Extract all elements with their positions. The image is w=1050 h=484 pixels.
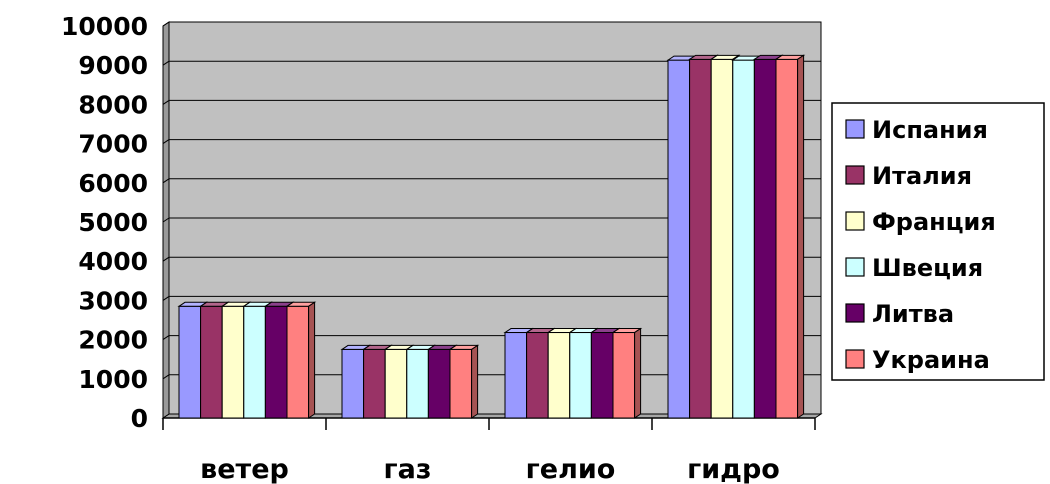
legend-entry: Испания (845, 116, 988, 144)
y-tick-label: 6000 (78, 169, 148, 198)
gridline-side (162, 256, 170, 262)
legend-label: Италия (872, 162, 972, 190)
y-tick-label: 4000 (78, 247, 148, 276)
y-tick-label: 8000 (78, 90, 148, 119)
legend-entry: Швеция (845, 254, 983, 282)
legend-label: Литва (872, 300, 954, 328)
legend-box (831, 102, 1045, 381)
bars (177, 54, 806, 419)
legend: Испания Италия Франция Швеция Литва Украина (831, 102, 1045, 381)
legend-entry: Италия (845, 162, 972, 190)
y-tick-label: 10000 (61, 12, 148, 41)
legend-label: Франция (872, 208, 996, 236)
gridline-side (162, 217, 170, 223)
y-tick-label: 7000 (78, 130, 148, 159)
bar (611, 327, 643, 419)
gridline-side (162, 335, 170, 341)
y-tick-label: 2000 (78, 326, 148, 355)
legend-swatch (845, 211, 865, 231)
legend-label: Украина (872, 346, 990, 374)
legend-swatch (845, 303, 865, 323)
gridline-side (162, 99, 170, 105)
gridline-side (162, 295, 170, 301)
gridline-side (162, 21, 170, 27)
legend-entry: Литва (845, 300, 954, 328)
gridline-side (162, 139, 170, 145)
y-tick-label: 0 (131, 404, 148, 433)
y-tick-label: 5000 (78, 208, 148, 237)
legend-swatch (845, 349, 865, 369)
y-tick-label: 9000 (78, 51, 148, 80)
legend-label: Швеция (872, 254, 983, 282)
gridline-side (162, 374, 170, 380)
legend-swatch (845, 119, 865, 139)
y-tick-label: 1000 (78, 365, 148, 394)
x-category-label: гелио (526, 454, 616, 484)
bar (448, 344, 480, 419)
y-tick-label: 3000 (78, 286, 148, 315)
legend-entry: Украина (845, 346, 990, 374)
legend-swatch (845, 257, 865, 277)
legend-entry: Франция (845, 208, 996, 236)
y-axis: 0 1000 2000 3000 4000 5000 6000 7000 8000 9000 100… (61, 12, 148, 433)
bar (774, 54, 806, 419)
bar (285, 301, 317, 419)
legend-swatch (845, 165, 865, 185)
x-category-label: газ (383, 454, 431, 484)
x-category-label: ветер (200, 454, 289, 484)
x-category-label: гидро (687, 454, 780, 484)
legend-label: Испания (872, 116, 988, 144)
gridline-side (162, 60, 170, 66)
x-axis: ветер газ гелио гидро (162, 417, 816, 484)
gridline-side (162, 178, 170, 184)
